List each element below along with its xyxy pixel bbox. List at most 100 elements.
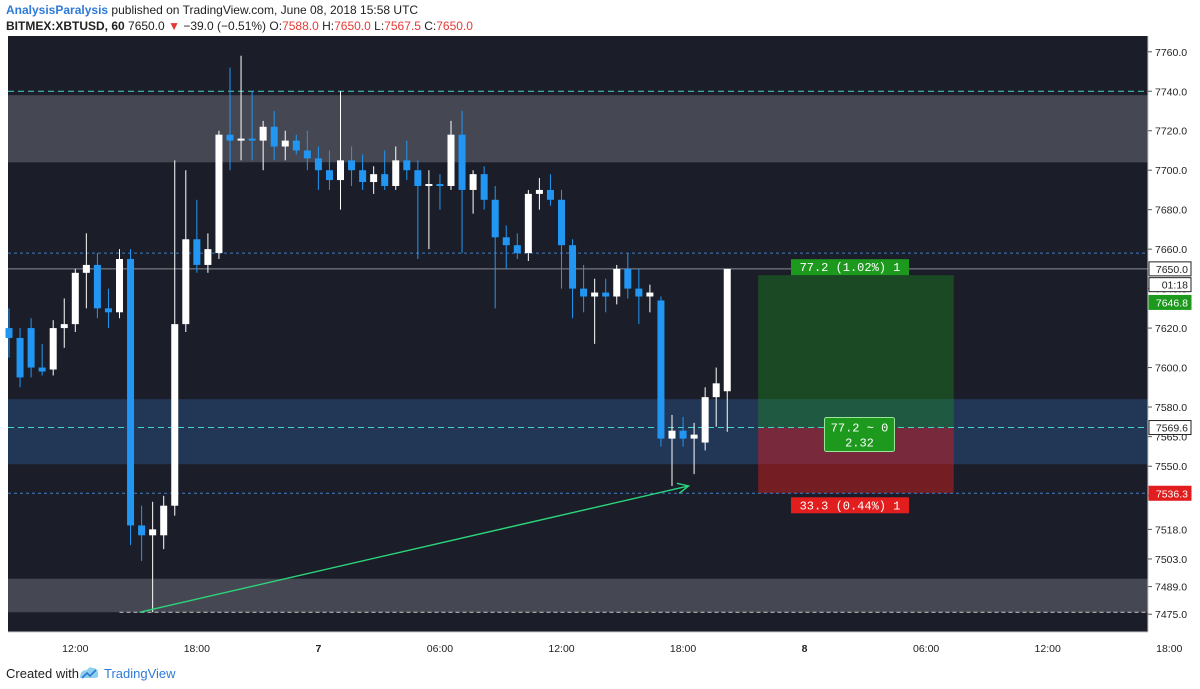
y-tick-label: 7503.0	[1155, 554, 1187, 566]
y-tick-label: 7580.0	[1155, 402, 1187, 414]
candle-body	[546, 189, 554, 200]
author-name[interactable]: AnalysisParalysis	[6, 3, 109, 17]
symbol-label[interactable]: BITMEX:XBTUSD, 60	[6, 19, 125, 33]
price-tag-box	[1148, 485, 1192, 501]
candle-body	[325, 170, 333, 181]
candle-body	[104, 308, 112, 313]
x-tick-label: 06:00	[427, 643, 453, 655]
tradingview-brand[interactable]: TradingView	[104, 666, 176, 681]
y-tick-label: 7620.0	[1155, 323, 1187, 335]
candle-body	[690, 434, 698, 439]
ratio-line-1: 77.2 ~ 0	[831, 422, 889, 436]
candle-body	[292, 140, 300, 151]
price-tag-box	[1148, 294, 1192, 310]
down-arrow-icon: ▼	[168, 19, 180, 33]
price-tag-box	[1148, 277, 1192, 293]
candle-body	[193, 239, 201, 265]
candle-body	[591, 292, 599, 297]
y-tick-label: 7475.0	[1155, 609, 1187, 621]
candle-body	[127, 259, 135, 526]
candle-body	[602, 292, 610, 297]
candle-body	[502, 237, 510, 246]
candle-body	[513, 245, 521, 254]
high-label: H:	[322, 19, 335, 33]
candle-body	[359, 170, 367, 183]
candle-body	[237, 138, 245, 141]
candle-body	[281, 140, 289, 147]
y-tick-label: 7489.0	[1155, 582, 1187, 594]
low-value: 7567.5	[384, 19, 421, 33]
candle-body	[425, 184, 433, 186]
candle-body	[160, 505, 168, 536]
candle-body	[270, 126, 278, 147]
published-text: published on TradingView.com, June 08, 2…	[111, 3, 419, 17]
y-tick-label: 7680.0	[1155, 205, 1187, 217]
candle-body	[469, 174, 477, 190]
candle-body	[613, 268, 621, 297]
candle-body	[171, 324, 179, 506]
candle-body	[580, 288, 588, 297]
y-tick-label: 7660.0	[1155, 244, 1187, 256]
candle-body	[182, 239, 190, 325]
candle-body	[657, 300, 665, 439]
y-tick-label: 7700.0	[1155, 165, 1187, 177]
price-tag: 7536.3	[1156, 488, 1188, 500]
low-label: L:	[374, 19, 385, 33]
y-tick-label: 7518.0	[1155, 524, 1187, 536]
created-with-text: Created with	[6, 666, 79, 681]
publish-line: AnalysisParalysis published on TradingVi…	[6, 3, 418, 17]
candle-body	[668, 430, 676, 439]
price-tag: 7646.8	[1156, 297, 1188, 309]
candle-body	[712, 383, 720, 398]
close-label: C:	[424, 19, 437, 33]
candle-body	[204, 249, 212, 265]
price-tag-box	[1148, 261, 1192, 277]
candle-body	[259, 126, 267, 141]
candle-body	[381, 174, 389, 186]
candle-body	[701, 397, 709, 443]
price-tag-box	[1148, 420, 1192, 436]
candle-body	[524, 193, 532, 254]
x-tick-label: 12:00	[62, 643, 88, 655]
target-label: 77.2 (1.02%) 1	[800, 261, 901, 275]
candle-body	[558, 199, 565, 246]
candle-body	[348, 160, 356, 171]
high-value: 7650.0	[334, 19, 371, 33]
tradingview-logo-icon	[80, 667, 99, 679]
candle-body	[392, 160, 400, 186]
candle-body	[414, 170, 422, 186]
candle-body	[226, 134, 234, 141]
chart-footer: Created with TradingView	[0, 660, 1200, 689]
y-tick-label: 7550.0	[1155, 461, 1187, 473]
candle-body	[480, 174, 488, 200]
candle-body	[646, 292, 654, 297]
candle-body	[436, 184, 444, 186]
candle-body	[535, 189, 543, 194]
price-tag: 7650.0	[1156, 264, 1188, 276]
candle-body	[27, 328, 35, 368]
open-value: 7588.0	[282, 19, 319, 33]
candle-body	[38, 367, 46, 372]
zone-upper-resistance	[8, 95, 1148, 163]
candle-body	[303, 150, 311, 159]
y-tick-label: 7720.0	[1155, 126, 1187, 138]
x-tick-label: 8	[802, 643, 808, 655]
zone-lower-support	[8, 578, 1148, 613]
candle-body	[5, 328, 13, 338]
candle-body	[248, 138, 256, 141]
stop-label: 33.3 (0.44%) 1	[800, 499, 901, 513]
x-tick-label: 12:00	[548, 643, 574, 655]
candle-body	[71, 272, 79, 325]
candle-body	[635, 288, 643, 297]
x-tick-label: 06:00	[913, 643, 939, 655]
x-tick-label: 7	[315, 643, 321, 655]
price-chart[interactable]: 77.2 (1.02%) 1 33.3 (0.44%) 1 77.2 ~ 02.32…	[0, 36, 1200, 660]
y-tick-label: 7740.0	[1155, 86, 1187, 98]
candle-body	[403, 160, 411, 171]
price-tag: 01:18	[1162, 280, 1188, 292]
candle-body	[458, 134, 466, 190]
candle-body	[49, 328, 57, 370]
zone-support	[8, 399, 1148, 465]
y-tick-label: 7760.0	[1155, 47, 1187, 59]
candle-body	[569, 245, 577, 289]
